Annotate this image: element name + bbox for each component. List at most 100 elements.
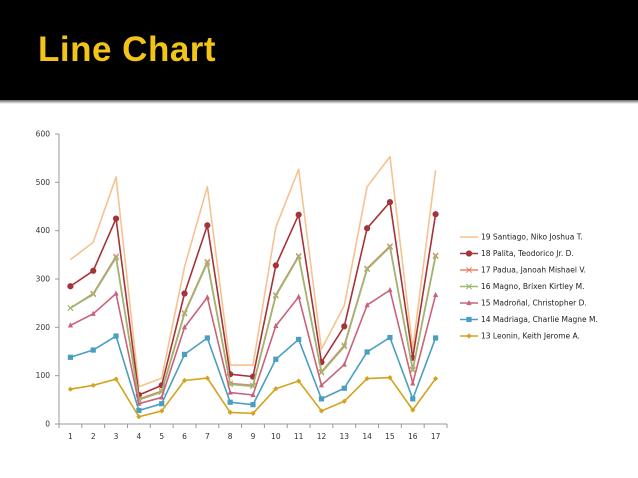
data-point xyxy=(364,375,370,382)
x-tick-label: 3 xyxy=(114,432,119,441)
x-tick-label: 8 xyxy=(228,432,233,441)
data-point xyxy=(364,302,370,308)
slide-title: Line Chart xyxy=(38,30,217,69)
x-tick-label: 15 xyxy=(385,432,395,441)
data-point xyxy=(181,351,188,357)
data-point xyxy=(204,258,211,265)
data-point xyxy=(296,378,302,384)
data-point xyxy=(341,323,348,330)
data-point xyxy=(432,335,439,341)
y-tick-label: 0 xyxy=(45,420,50,429)
data-point xyxy=(296,336,302,343)
data-point xyxy=(387,334,393,341)
x-tick-label: 11 xyxy=(294,432,304,441)
x-tick-label: 1 xyxy=(68,432,73,441)
data-point xyxy=(410,396,416,402)
y-tick-label: 600 xyxy=(36,130,51,139)
data-point xyxy=(113,254,120,261)
data-point xyxy=(204,260,211,267)
legend-entry-label: 13 Leonin, Keith Jerome A. xyxy=(481,332,580,341)
data-point xyxy=(181,310,188,317)
data-point xyxy=(227,389,233,395)
title-band: Line Chart xyxy=(0,0,638,100)
legend-entry-label: 15 Madroñal, Christopher D. xyxy=(481,299,587,308)
data-point xyxy=(295,211,302,218)
data-point xyxy=(318,408,325,414)
series-line xyxy=(69,155,437,388)
data-point xyxy=(67,354,74,360)
data-point xyxy=(341,343,348,350)
data-point xyxy=(90,310,96,316)
data-point xyxy=(67,283,74,290)
data-point xyxy=(296,293,302,299)
data-point xyxy=(295,252,302,259)
data-point xyxy=(250,402,256,408)
data-point xyxy=(181,290,188,297)
data-point xyxy=(364,225,371,232)
data-point xyxy=(204,294,210,300)
x-tick-label: 13 xyxy=(340,432,350,441)
data-point xyxy=(432,211,439,218)
data-point xyxy=(204,222,211,229)
data-point xyxy=(341,385,347,391)
data-point xyxy=(295,253,302,260)
data-point xyxy=(136,414,142,420)
title-band-shadow xyxy=(0,100,638,104)
data-point xyxy=(466,333,472,339)
data-point xyxy=(67,305,74,311)
data-point xyxy=(272,262,279,269)
data-point xyxy=(90,267,97,274)
data-point xyxy=(273,386,279,392)
data-point xyxy=(90,291,97,298)
x-tick-label: 2 xyxy=(91,432,96,441)
legend-entry-label: 18 Palita, Teodorico Jr. D. xyxy=(481,249,574,258)
data-point xyxy=(112,215,120,222)
data-point xyxy=(113,333,119,339)
data-point xyxy=(113,290,119,296)
data-point xyxy=(387,287,393,293)
legend-entry-label: 14 Madriaga, Charlie Magne M. xyxy=(481,315,598,324)
data-point xyxy=(386,199,394,206)
data-point xyxy=(410,380,416,386)
y-tick-label: 200 xyxy=(36,323,51,332)
x-tick-label: 7 xyxy=(205,432,210,441)
data-point xyxy=(90,347,96,353)
data-point xyxy=(250,391,256,398)
y-tick-label: 100 xyxy=(36,371,51,380)
data-point xyxy=(181,377,188,384)
data-point xyxy=(113,253,120,260)
data-point xyxy=(466,316,472,323)
data-point xyxy=(341,398,347,404)
data-point xyxy=(181,324,188,330)
x-tick-label: 14 xyxy=(362,432,372,441)
data-point xyxy=(250,410,256,416)
data-point xyxy=(159,394,165,400)
data-point xyxy=(90,382,96,388)
data-point xyxy=(341,361,347,367)
data-point xyxy=(466,267,472,273)
data-point xyxy=(410,407,416,413)
y-tick-label: 300 xyxy=(36,275,51,284)
data-point xyxy=(386,244,393,251)
data-point xyxy=(159,408,165,414)
x-tick-label: 17 xyxy=(431,432,441,441)
data-point xyxy=(227,409,233,415)
data-point xyxy=(364,349,370,355)
data-point xyxy=(159,401,165,407)
data-point xyxy=(432,375,439,382)
y-tick-label: 500 xyxy=(36,178,51,187)
data-point xyxy=(432,253,439,260)
data-point xyxy=(67,322,74,328)
x-tick-label: 5 xyxy=(159,432,164,441)
data-point xyxy=(273,356,279,362)
legend-entry-label: 19 Santiago, Niko Joshua T. xyxy=(481,233,583,242)
data-point xyxy=(409,367,416,374)
data-point xyxy=(136,407,142,414)
data-point xyxy=(272,292,279,299)
data-point xyxy=(318,369,325,376)
data-point xyxy=(67,386,74,392)
legend-entry-label: 17 Padua, Janoah Mishael V. xyxy=(481,266,586,275)
data-point xyxy=(318,396,325,402)
x-tick-label: 10 xyxy=(271,432,281,441)
